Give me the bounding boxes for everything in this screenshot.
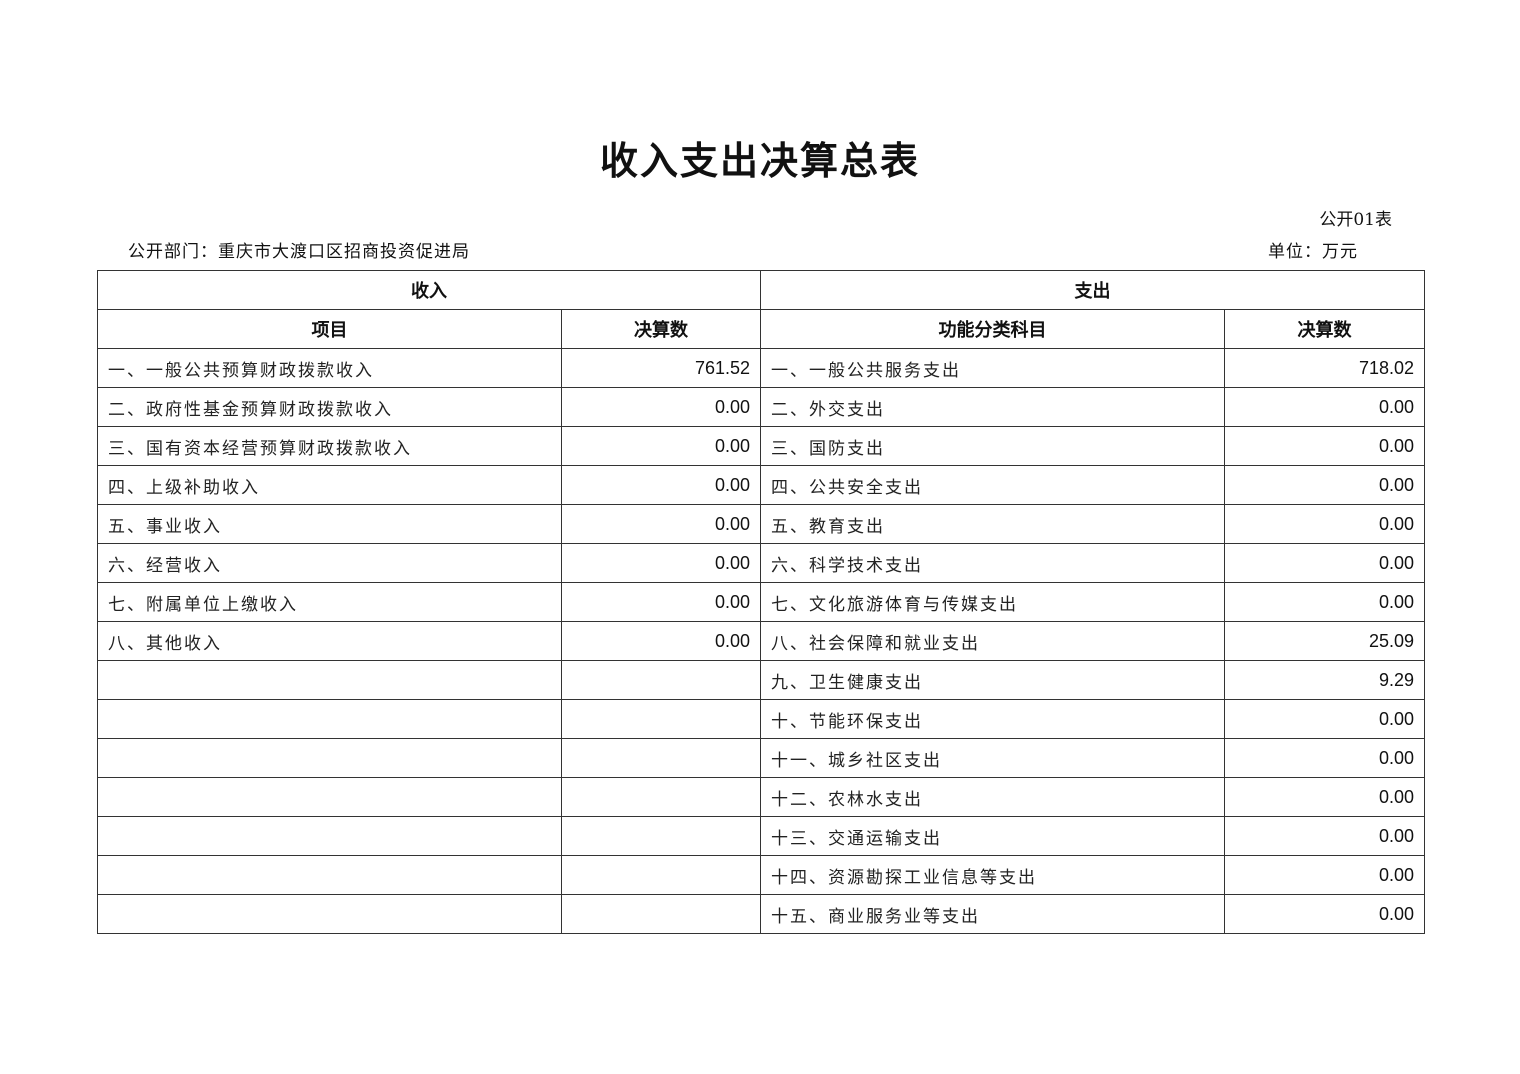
income-amount-cell: 0.00 [561, 582, 761, 622]
expense-item-cell: 六、科学技术支出 [760, 543, 1225, 583]
unit-label: 单位：万元 [1268, 242, 1358, 262]
expense-item-cell: 九、卫生健康支出 [760, 660, 1225, 700]
table-row: 十三、交通运输支出 0.00 [97, 816, 1425, 856]
expense-amount-header: 决算数 [1224, 309, 1425, 349]
income-amount-cell [561, 855, 761, 895]
income-item-cell: 一、一般公共预算财政拨款收入 [97, 348, 562, 388]
table-row: 四、上级补助收入 0.00 四、公共安全支出 0.00 [97, 465, 1425, 505]
expense-amount-cell: 0.00 [1224, 738, 1425, 778]
table-row: 六、经营收入 0.00 六、科学技术支出 0.00 [97, 543, 1425, 583]
expense-item-header: 功能分类科目 [760, 309, 1225, 349]
expense-amount-cell: 0.00 [1224, 426, 1425, 466]
income-item-cell: 六、经营收入 [97, 543, 562, 583]
income-amount-cell [561, 894, 761, 934]
expense-amount-cell: 0.00 [1224, 777, 1425, 817]
income-item-header: 项目 [97, 309, 562, 349]
expense-amount-cell: 0.00 [1224, 582, 1425, 622]
table-row: 十五、商业服务业等支出 0.00 [97, 894, 1425, 934]
expense-item-cell: 十五、商业服务业等支出 [760, 894, 1225, 934]
income-amount-cell: 0.00 [561, 465, 761, 505]
expense-item-cell: 一、一般公共服务支出 [760, 348, 1225, 388]
table-row: 十、节能环保支出 0.00 [97, 699, 1425, 739]
income-item-cell [97, 699, 562, 739]
table-row: 二、政府性基金预算财政拨款收入 0.00 二、外交支出 0.00 [97, 387, 1425, 427]
table-row: 九、卫生健康支出 9.29 [97, 660, 1425, 700]
income-amount-cell [561, 816, 761, 856]
income-amount-cell: 761.52 [561, 348, 761, 388]
income-amount-cell: 0.00 [561, 543, 761, 583]
expense-item-cell: 十二、农林水支出 [760, 777, 1225, 817]
income-amount-cell: 0.00 [561, 426, 761, 466]
table-row: 一、一般公共预算财政拨款收入 761.52 一、一般公共服务支出 718.02 [97, 348, 1425, 388]
income-item-cell [97, 777, 562, 817]
table-row: 八、其他收入 0.00 八、社会保障和就业支出 25.09 [97, 621, 1425, 661]
page-title: 收入支出决算总表 [599, 139, 920, 183]
expense-item-cell: 三、国防支出 [760, 426, 1225, 466]
income-item-cell [97, 660, 562, 700]
income-amount-cell: 0.00 [561, 504, 761, 544]
income-amount-cell [561, 777, 761, 817]
expense-amount-cell: 718.02 [1224, 348, 1425, 388]
expense-amount-cell: 0.00 [1224, 699, 1425, 739]
income-amount-cell [561, 738, 761, 778]
expense-section-header: 支出 [760, 270, 1425, 310]
income-item-cell: 七、附属单位上缴收入 [97, 582, 562, 622]
table-row: 七、附属单位上缴收入 0.00 七、文化旅游体育与传媒支出 0.00 [97, 582, 1425, 622]
expense-item-cell: 七、文化旅游体育与传媒支出 [760, 582, 1225, 622]
income-item-cell [97, 855, 562, 895]
income-amount-header: 决算数 [561, 309, 761, 349]
expense-amount-cell: 9.29 [1224, 660, 1425, 700]
table-body: 一、一般公共预算财政拨款收入 761.52 一、一般公共服务支出 718.02 二、政府… [97, 348, 1425, 934]
expense-item-cell: 五、教育支出 [760, 504, 1225, 544]
table-row: 十四、资源勘探工业信息等支出 0.00 [97, 855, 1425, 895]
expense-item-cell: 十一、城乡社区支出 [760, 738, 1225, 778]
income-item-cell [97, 738, 562, 778]
expense-amount-cell: 0.00 [1224, 465, 1425, 505]
expense-amount-cell: 0.00 [1224, 543, 1425, 583]
expense-amount-cell: 0.00 [1224, 387, 1425, 427]
expense-amount-cell: 0.00 [1224, 816, 1425, 856]
income-expense-table: 收入 支出 项目 决算数 功能分类科目 决算数 一、一般公共预算财政拨款收入 76… [97, 270, 1425, 934]
income-item-cell [97, 894, 562, 934]
table-number: 公开01表 [1319, 210, 1392, 230]
table-row: 十二、农林水支出 0.00 [97, 777, 1425, 817]
income-amount-cell: 0.00 [561, 621, 761, 661]
table-row: 十一、城乡社区支出 0.00 [97, 738, 1425, 778]
income-amount-cell [561, 699, 761, 739]
expense-amount-cell: 0.00 [1224, 855, 1425, 895]
table-row: 三、国有资本经营预算财政拨款收入 0.00 三、国防支出 0.00 [97, 426, 1425, 466]
income-item-cell: 三、国有资本经营预算财政拨款收入 [97, 426, 562, 466]
income-item-cell [97, 816, 562, 856]
income-amount-cell: 0.00 [561, 387, 761, 427]
expense-item-cell: 十三、交通运输支出 [760, 816, 1225, 856]
income-item-cell: 二、政府性基金预算财政拨款收入 [97, 387, 562, 427]
section-header-row: 收入 支出 [97, 270, 1425, 310]
column-header-row: 项目 决算数 功能分类科目 决算数 [97, 309, 1425, 349]
expense-item-cell: 二、外交支出 [760, 387, 1225, 427]
expense-amount-cell: 25.09 [1224, 621, 1425, 661]
expense-item-cell: 十四、资源勘探工业信息等支出 [760, 855, 1225, 895]
income-amount-cell [561, 660, 761, 700]
expense-amount-cell: 0.00 [1224, 894, 1425, 934]
expense-item-cell: 八、社会保障和就业支出 [760, 621, 1225, 661]
income-item-cell: 四、上级补助收入 [97, 465, 562, 505]
income-section-header: 收入 [97, 270, 761, 310]
department-label: 公开部门：重庆市大渡口区招商投资促进局 [128, 242, 470, 262]
expense-item-cell: 四、公共安全支出 [760, 465, 1225, 505]
table-row: 五、事业收入 0.00 五、教育支出 0.00 [97, 504, 1425, 544]
expense-item-cell: 十、节能环保支出 [760, 699, 1225, 739]
expense-amount-cell: 0.00 [1224, 504, 1425, 544]
income-item-cell: 八、其他收入 [97, 621, 562, 661]
income-item-cell: 五、事业收入 [97, 504, 562, 544]
